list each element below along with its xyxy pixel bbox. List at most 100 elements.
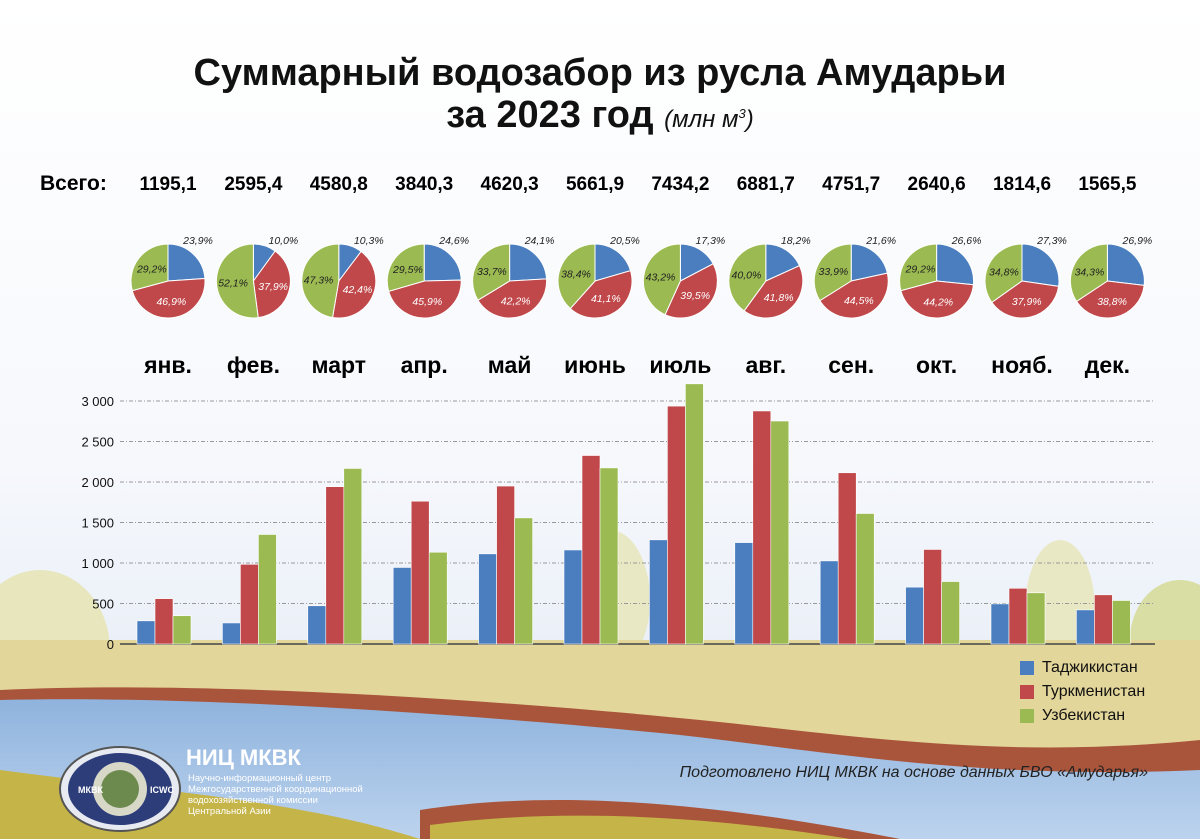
pie-slice-Туркменистан	[477, 278, 548, 319]
bar-Туркменистан	[325, 486, 345, 645]
pie-slice-Туркменистан	[331, 250, 377, 319]
pie-slice-Туркменистан	[388, 279, 462, 319]
month-total: 7434,2	[651, 174, 710, 195]
footer-note: Подготовлено НИЦ МКВК на основе данных Б…	[679, 764, 1148, 781]
pie-slice-Узбекистан	[728, 243, 767, 312]
logo-text-right: ICWC	[150, 785, 174, 795]
y-tick-label: 3 000	[81, 394, 114, 409]
pie-label: 34,3%	[1075, 266, 1105, 278]
bar-Туркменистан	[923, 549, 942, 645]
pie-slice-Узбекистан	[130, 243, 169, 292]
chart-subtitle: за 2023 год (млн м3)	[0, 94, 1200, 137]
y-tick-label: 2 500	[81, 435, 114, 450]
pie-slice-Таджикистан	[423, 243, 462, 282]
logo-text-left: МКВК	[78, 785, 103, 795]
month-label: фев.	[226, 352, 280, 378]
month-label: сен.	[828, 352, 875, 378]
bar-Таджикистан	[734, 542, 754, 645]
pie-slice-Туркменистан	[664, 263, 718, 319]
bar-Туркменистан	[1094, 594, 1113, 645]
pie-slice-Узбекистан	[813, 243, 852, 302]
pie-label: 42,4%	[343, 284, 373, 296]
bar-Туркменистан	[240, 563, 259, 645]
y-tick-label: 500	[92, 597, 114, 612]
bar-Таджикистан	[222, 622, 241, 645]
unit-text: (млн м	[664, 106, 739, 133]
pie-slice-Таджикистан	[1106, 243, 1145, 286]
bar-Узбекистан	[770, 420, 790, 645]
pie-label: 45,9%	[412, 296, 442, 308]
pie-label: 40,0%	[732, 270, 762, 282]
month-total: 2640,6	[907, 174, 966, 195]
bar-Таджикистан	[563, 549, 583, 645]
pie-label: 24,6%	[438, 235, 469, 247]
pie-label: 38,4%	[561, 269, 591, 281]
icwc-logo: МКВК ICWC	[59, 746, 181, 832]
pie-label: 27,3%	[1036, 235, 1067, 247]
bar-Таджикистан	[905, 586, 924, 645]
pie-label: 43,2%	[646, 272, 676, 284]
month-total: 1195,1	[139, 174, 197, 195]
bar-Таджикистан	[990, 603, 1010, 645]
month-total: 1565,5	[1078, 174, 1137, 195]
org-description: Научно-информационный центр Межгосударст…	[188, 773, 363, 817]
bar-Узбекистан	[1112, 600, 1131, 645]
pie-slice-Туркменистан	[569, 270, 633, 319]
pie-slice-Таджикистан	[509, 243, 548, 282]
pie-slice-Узбекистан	[1069, 243, 1108, 303]
pie-label: 44,5%	[844, 295, 874, 307]
legend-item-turkmenistan: Туркменистан	[1020, 683, 1145, 701]
pie-label: 39,5%	[680, 290, 710, 302]
month-total: 3840,3	[395, 174, 454, 195]
bar-Узбекистан	[172, 615, 192, 645]
pie-slice-Таджикистан	[594, 243, 632, 282]
month-label: июль	[649, 352, 712, 378]
totals-label: Всего:	[40, 172, 107, 195]
title-line-1: Суммарный водозабор из русла Амударьи	[193, 52, 1007, 94]
bar-Туркменистан	[1008, 587, 1028, 645]
bar-Узбекистан	[685, 383, 704, 645]
pie-label: 47,3%	[304, 274, 334, 286]
pie-slice-Туркменистан	[991, 280, 1060, 319]
legend-label: Узбекистан	[1042, 707, 1126, 724]
pie-slice-Узбекистан	[557, 243, 596, 310]
pie-label: 26,6%	[951, 235, 982, 247]
pie-label: 34,8%	[989, 267, 1019, 279]
bar-Узбекистан	[428, 551, 448, 645]
bar-Туркменистан	[667, 405, 686, 645]
month-total: 6881,7	[736, 174, 795, 195]
pie-label: 17,3%	[696, 235, 726, 247]
pie-label: 21,6%	[865, 235, 896, 247]
pie-label: 33,9%	[819, 266, 849, 278]
bar-Узбекистан	[855, 513, 875, 645]
bar-Узбекистан	[258, 534, 277, 645]
pie-label: 41,1%	[591, 293, 621, 305]
pie-label: 44,2%	[923, 296, 953, 308]
bar-Туркменистан	[581, 455, 601, 645]
pie-label: 37,9%	[1012, 296, 1042, 308]
pie-label: 37,9%	[258, 281, 288, 293]
month-label: июнь	[564, 352, 626, 378]
pie-slice-Туркменистан	[900, 280, 974, 319]
pie-slice-Туркменистан	[131, 277, 206, 319]
pie-slice-Туркменистан	[743, 265, 804, 319]
month-total: 1814,6	[992, 174, 1052, 195]
month-total: 4620,3	[480, 174, 539, 195]
month-label: май	[487, 352, 532, 378]
month-label: апр.	[400, 352, 448, 378]
pie-label: 10,0%	[269, 235, 299, 247]
y-tick-label: 0	[107, 637, 114, 652]
title-line-2: за 2023 год	[446, 94, 654, 136]
pie-label: 29,2%	[905, 264, 936, 276]
month-total: 4751,7	[822, 174, 881, 195]
month-label: авг.	[745, 352, 787, 378]
month-label: дек.	[1084, 352, 1131, 378]
pie-slice-Узбекистан	[215, 243, 259, 319]
month-label: нояб.	[991, 352, 1053, 378]
pie-label: 41,8%	[764, 292, 794, 304]
legend-swatch	[1020, 685, 1034, 699]
pie-label: 33,7%	[477, 266, 507, 278]
bar-Туркменистан	[752, 410, 772, 645]
